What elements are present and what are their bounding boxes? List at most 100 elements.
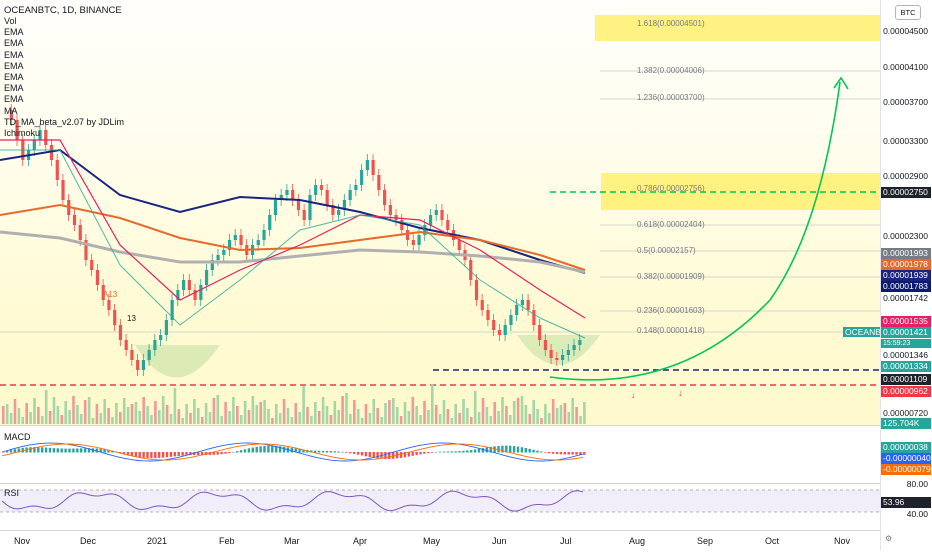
- candle: [572, 345, 576, 350]
- legend-item[interactable]: EMA: [4, 83, 24, 94]
- macd-histogram-bar: [544, 452, 547, 453]
- volume-bar: [442, 400, 446, 424]
- volume-bar: [126, 407, 130, 424]
- macd-histogram-bar: [392, 452, 395, 459]
- volume-bar: [310, 416, 313, 424]
- volume-bar: [150, 415, 153, 424]
- candle: [337, 210, 341, 215]
- candle: [101, 285, 105, 300]
- macd-title[interactable]: MACD: [4, 432, 31, 442]
- rsi-value-tag: 53.96: [881, 497, 931, 508]
- legend-item[interactable]: EMA: [4, 27, 24, 38]
- volume-bar: [509, 415, 512, 424]
- macd-histogram-bar: [165, 452, 169, 458]
- symbol-title[interactable]: OCEANBTC, 1D, BINANCE: [4, 5, 122, 16]
- candle: [210, 260, 214, 270]
- macd-histogram-bar: [536, 450, 539, 453]
- forecast-curve: [549, 81, 841, 381]
- volume-bar: [228, 411, 231, 424]
- time-axis-label: May: [423, 536, 441, 546]
- pane-separator-rsi[interactable]: [0, 483, 932, 484]
- fib-level-label: 0.618(0.00002404): [637, 220, 705, 229]
- legend-item[interactable]: Vol: [4, 16, 17, 26]
- settings-icon[interactable]: ⚙: [885, 534, 893, 543]
- volume-bar: [37, 407, 40, 424]
- price-chart-svg[interactable]: ↓ ↓: [0, 0, 880, 550]
- price-tag: 0.00001993: [881, 248, 931, 259]
- chart-area[interactable]: ↓ ↓: [0, 0, 880, 550]
- macd-value-tag: 0.00000038: [881, 442, 931, 453]
- macd-histogram-bar: [450, 451, 453, 453]
- candle: [239, 235, 243, 245]
- macd-value-tag: -0.00000040: [881, 453, 931, 464]
- macd-histogram-bar: [138, 452, 141, 458]
- macd-histogram-bar: [251, 447, 254, 453]
- time-axis-label: Feb: [219, 536, 235, 546]
- volume-bar: [271, 418, 274, 424]
- macd-histogram-bar: [551, 452, 555, 454]
- volume-bar: [259, 402, 262, 424]
- volume-bar: [341, 396, 344, 424]
- macd-histogram-bar: [9, 450, 13, 453]
- legend-item[interactable]: MA: [4, 105, 18, 116]
- candle: [49, 145, 54, 160]
- volume-bar: [567, 412, 571, 424]
- currency-button[interactable]: BTC: [895, 5, 921, 20]
- macd-histogram-bar: [505, 445, 508, 453]
- legend-item[interactable]: EMA: [4, 94, 24, 105]
- legend-item[interactable]: Ichimoku: [4, 128, 41, 138]
- time-axis-label: Dec: [80, 536, 97, 546]
- candle: [578, 340, 582, 345]
- price-tag: 0.00001978: [881, 259, 931, 270]
- pane-separator-macd[interactable]: [0, 425, 932, 426]
- candle: [469, 260, 473, 280]
- red-down-arrow-2: ↓: [678, 388, 683, 398]
- macd-histogram-bar: [83, 448, 87, 453]
- legend-item[interactable]: TD_MA_beta_v2.07 by JDLim: [4, 116, 125, 127]
- macd-histogram-bar: [247, 448, 251, 453]
- time-axis-label: 2021: [147, 536, 168, 546]
- price-tag: 0.00001334: [881, 361, 931, 372]
- left-cup-shape: [135, 345, 220, 378]
- legend-item[interactable]: EMA: [4, 60, 24, 71]
- candle: [233, 235, 237, 240]
- candle: [325, 190, 329, 205]
- macd-histogram-bar: [493, 446, 496, 453]
- candle: [440, 210, 444, 220]
- volume-bar: [544, 404, 547, 424]
- candle: [331, 205, 335, 215]
- volume-bar: [302, 386, 305, 424]
- candle: [434, 210, 438, 215]
- volume-bar: [158, 410, 161, 424]
- legend-item[interactable]: EMA: [4, 38, 24, 49]
- volume-bar: [9, 413, 13, 424]
- macd-histogram-bar: [333, 451, 336, 453]
- macd-histogram-bar: [317, 450, 321, 453]
- macd-histogram-bar: [501, 445, 504, 453]
- volume-bar: [345, 393, 348, 424]
- macd-histogram-bar: [17, 448, 20, 453]
- legend-item[interactable]: EMA: [4, 49, 24, 60]
- candle: [319, 185, 324, 190]
- rsi-title[interactable]: RSI: [4, 488, 20, 498]
- macd-histogram-bar: [169, 452, 173, 457]
- time-axis-label: Aug: [629, 536, 646, 546]
- macd-histogram-bar: [173, 452, 176, 457]
- macd-histogram-bar: [189, 452, 192, 456]
- volume-bar: [329, 415, 333, 424]
- legend-item[interactable]: EMA: [4, 72, 24, 82]
- volume-bar: [419, 415, 422, 424]
- volume-bar: [376, 408, 379, 424]
- volume-bar: [337, 410, 340, 424]
- volume-bar: [450, 418, 454, 424]
- candle: [492, 320, 496, 330]
- volume-bar: [224, 402, 227, 424]
- macd-histogram-bar: [275, 445, 278, 453]
- macd-histogram-bar: [271, 445, 274, 453]
- price-tick: 0.00004500: [883, 26, 928, 36]
- forecast-arrowhead: [833, 76, 849, 90]
- macd-histogram-bar: [72, 448, 75, 453]
- candle: [159, 335, 163, 340]
- macd-histogram-bar: [559, 452, 563, 455]
- volume-bar: [555, 408, 559, 424]
